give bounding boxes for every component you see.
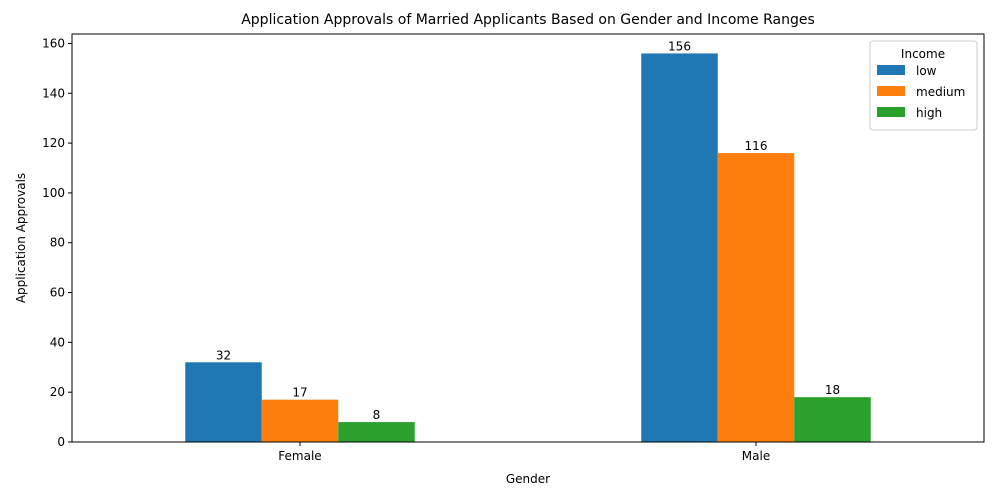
legend-label-low: low bbox=[916, 64, 937, 78]
legend-swatch-high bbox=[877, 107, 905, 117]
axes-frame bbox=[71, 33, 985, 443]
y-tick-label: 80 bbox=[50, 236, 65, 250]
y-tick-label: 40 bbox=[50, 335, 65, 349]
data-label: 18 bbox=[825, 383, 840, 397]
data-label: 156 bbox=[668, 39, 691, 53]
data-label: 17 bbox=[292, 386, 307, 400]
x-axis-label: Gender bbox=[506, 472, 550, 486]
y-axis-label: Application Approvals bbox=[14, 173, 28, 303]
y-tick-label: 120 bbox=[42, 136, 65, 150]
x-axis: Female Male bbox=[278, 442, 770, 463]
y-tick-label: 140 bbox=[42, 86, 65, 100]
legend-label-high: high bbox=[916, 106, 942, 120]
bar-medium-male bbox=[717, 153, 795, 443]
y-tick-label: 100 bbox=[42, 186, 65, 200]
x-tick-label: Female bbox=[278, 449, 321, 463]
bar-low-female bbox=[185, 362, 262, 442]
data-label: 32 bbox=[216, 348, 231, 362]
data-label: 8 bbox=[373, 408, 381, 422]
y-tick-label: 160 bbox=[42, 36, 65, 50]
bar-high-female bbox=[338, 422, 415, 442]
legend: Income low medium high bbox=[869, 40, 978, 131]
x-tick-label: Male bbox=[742, 449, 770, 463]
bar-low-male bbox=[641, 53, 718, 443]
plot-area: 32 156 17 116 8 18 bbox=[185, 39, 871, 443]
legend-swatch-medium bbox=[877, 86, 905, 96]
y-tick-label: 0 bbox=[57, 435, 65, 449]
legend-label-medium: medium bbox=[916, 85, 965, 99]
legend-swatch-low bbox=[877, 65, 905, 75]
y-axis: 0 20 40 60 80 100 120 140 160 bbox=[42, 36, 72, 449]
bar-medium-female bbox=[261, 399, 339, 442]
legend-title: Income bbox=[901, 47, 945, 61]
chart-title: Application Approvals of Married Applica… bbox=[241, 12, 815, 28]
y-tick-label: 60 bbox=[50, 286, 65, 300]
data-label: 116 bbox=[745, 139, 768, 153]
y-tick-label: 20 bbox=[50, 385, 65, 399]
bar-high-male bbox=[794, 397, 871, 442]
